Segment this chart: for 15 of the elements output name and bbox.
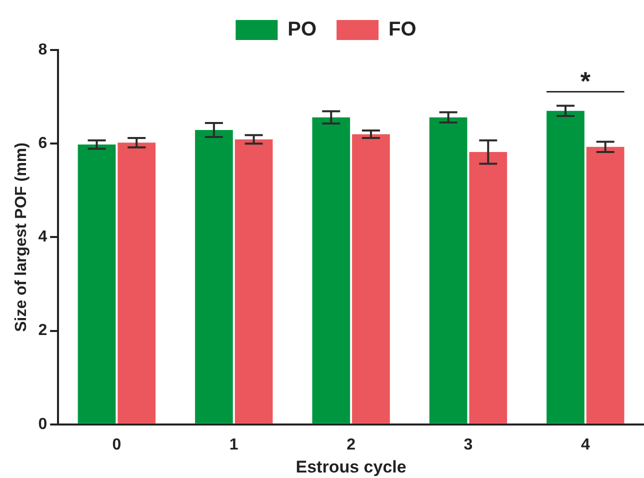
x-tick-label: 0 bbox=[112, 436, 122, 454]
x-axis-title: Estrous cycle bbox=[296, 457, 406, 476]
y-tick-label: 6 bbox=[38, 135, 48, 152]
x-tick-label: 2 bbox=[346, 436, 356, 454]
annotation: * bbox=[580, 66, 592, 96]
y-tick-label: 4 bbox=[38, 228, 48, 246]
y-axis-title: Size of largest POF (mm) bbox=[13, 142, 30, 332]
y-tick-label: 8 bbox=[38, 41, 48, 58]
legend-label: PO bbox=[288, 18, 317, 41]
y-tick-label: 2 bbox=[38, 322, 48, 340]
y-tick-label: 0 bbox=[38, 416, 48, 433]
x-tick-label: 4 bbox=[580, 436, 590, 454]
legend-label: FO bbox=[388, 18, 416, 41]
x-tick-label: 1 bbox=[229, 436, 238, 454]
x-tick-label: 3 bbox=[464, 436, 473, 454]
